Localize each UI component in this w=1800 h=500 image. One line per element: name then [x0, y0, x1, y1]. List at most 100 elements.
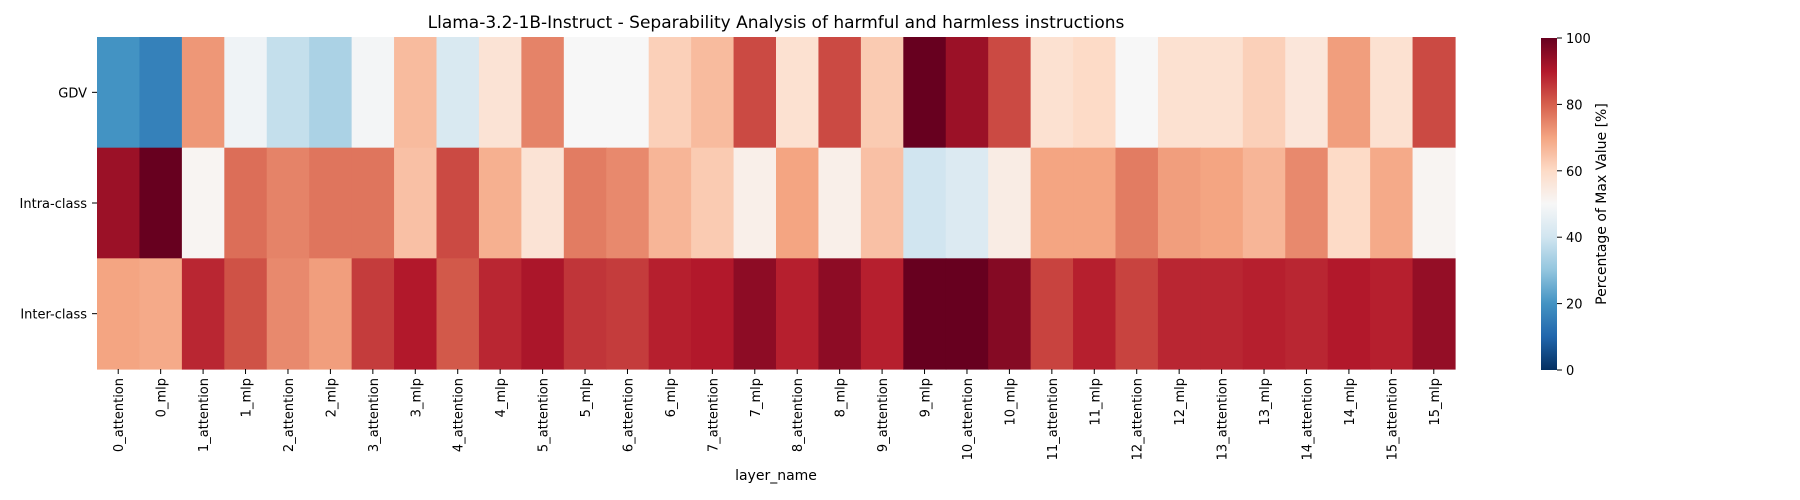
column-label: 13_attention	[1216, 378, 1231, 460]
heatmap-cell-intra-class-8-attention	[776, 147, 820, 259]
heatmap-cell-gdv-1-attention	[181, 37, 225, 149]
heatmap-cell-inter-class-10-attention	[945, 258, 989, 370]
column-label: 15_mlp	[1428, 378, 1443, 426]
column-label: 9_attention	[876, 378, 891, 452]
heatmap-cell-gdv-4-attention	[436, 37, 480, 149]
heatmap-cell-inter-class-12-mlp	[1157, 258, 1201, 370]
column-label: 4_attention	[452, 378, 467, 452]
heatmap-cell-intra-class-5-mlp	[563, 147, 607, 259]
column-label: 0_mlp	[155, 378, 170, 417]
column-label: 9_mlp	[919, 378, 934, 417]
column-label: 11_attention	[1046, 378, 1061, 460]
heatmap-cell-gdv-4-mlp	[478, 37, 522, 149]
heatmap-cell-gdv-2-attention	[266, 37, 310, 149]
heatmap-cell-inter-class-8-mlp	[818, 258, 862, 370]
heatmap-cell-inter-class-9-attention	[860, 258, 904, 370]
colorbar-tick-label: 100	[1566, 32, 1591, 47]
heatmap-cell-inter-class-13-mlp	[1242, 258, 1286, 370]
column-label: 1_attention	[197, 378, 212, 452]
column-label: 0_attention	[112, 378, 127, 452]
heatmap-cell-intra-class-5-attention	[521, 147, 565, 259]
colorbar-ticks: 0 20 40 60 80 100	[1557, 32, 1591, 379]
heatmap-cell-inter-class-4-mlp	[478, 258, 522, 370]
heatmap-cell-intra-class-7-mlp	[733, 147, 777, 259]
heatmap-cell-gdv-12-mlp	[1157, 37, 1201, 149]
row-tick-labels: GDV Intra-class Inter-class	[20, 86, 97, 323]
heatmap-cells	[97, 37, 1456, 370]
column-label: 12_mlp	[1173, 378, 1188, 426]
heatmap-cell-intra-class-15-attention	[1370, 147, 1414, 259]
heatmap-cell-inter-class-0-mlp	[139, 258, 183, 370]
heatmap-cell-inter-class-2-attention	[266, 258, 310, 370]
heatmap-cell-intra-class-7-attention	[691, 147, 735, 259]
column-label: 6_attention	[621, 378, 636, 452]
chart-title: Llama-3.2-1B-Instruct - Separability Ana…	[428, 13, 1125, 33]
heatmap-cell-gdv-3-attention	[351, 37, 395, 149]
heatmap-cell-inter-class-4-attention	[436, 258, 480, 370]
heatmap-cell-intra-class-14-attention	[1285, 147, 1329, 259]
heatmap-cell-intra-class-12-mlp	[1157, 147, 1201, 259]
heatmap-cell-gdv-8-mlp	[818, 37, 862, 149]
row-label: GDV	[58, 86, 87, 101]
heatmap-cell-intra-class-14-mlp	[1327, 147, 1371, 259]
heatmap-cell-intra-class-0-attention	[97, 147, 141, 259]
column-label: 14_mlp	[1343, 378, 1358, 426]
heatmap-cell-intra-class-13-mlp	[1242, 147, 1286, 259]
heatmap-cell-intra-class-11-attention	[1030, 147, 1074, 259]
heatmap-cell-inter-class-7-mlp	[733, 258, 777, 370]
heatmap-cell-gdv-1-mlp	[224, 37, 268, 149]
heatmap-cell-gdv-15-mlp	[1412, 37, 1456, 149]
heatmap-cell-inter-class-9-mlp	[903, 258, 947, 370]
heatmap-cell-inter-class-14-mlp	[1327, 258, 1371, 370]
heatmap-cell-intra-class-8-mlp	[818, 147, 862, 259]
column-label: 14_attention	[1300, 378, 1315, 460]
heatmap-cell-intra-class-1-mlp	[224, 147, 268, 259]
column-label: 10_mlp	[1003, 378, 1018, 426]
heatmap-cell-intra-class-4-attention	[436, 147, 480, 259]
heatmap-cell-gdv-7-mlp	[733, 37, 777, 149]
colorbar-tick-label: 20	[1566, 298, 1583, 313]
heatmap-cell-gdv-14-attention	[1285, 37, 1329, 149]
heatmap-cell-gdv-10-attention	[945, 37, 989, 149]
heatmap-cell-inter-class-11-attention	[1030, 258, 1074, 370]
heatmap-cell-gdv-9-mlp	[903, 37, 947, 149]
heatmap-cell-intra-class-2-attention	[266, 147, 310, 259]
column-label: 3_mlp	[409, 378, 424, 417]
column-label: 13_mlp	[1258, 378, 1273, 426]
column-label: 5_attention	[537, 378, 552, 452]
column-label: 2_mlp	[324, 378, 339, 417]
column-label: 11_mlp	[1088, 378, 1103, 426]
heatmap-cell-intra-class-11-mlp	[1073, 147, 1117, 259]
heatmap-cell-gdv-5-attention	[521, 37, 565, 149]
heatmap-cell-gdv-2-mlp	[309, 37, 353, 149]
colorbar-tick-label: 80	[1566, 98, 1583, 113]
heatmap-cell-intra-class-15-mlp	[1412, 147, 1456, 259]
heatmap-cell-inter-class-3-attention	[351, 258, 395, 370]
column-label: 4_mlp	[494, 378, 509, 417]
heatmap-cell-inter-class-13-attention	[1200, 258, 1244, 370]
heatmap-cell-gdv-14-mlp	[1327, 37, 1371, 149]
column-label: 3_attention	[367, 378, 382, 452]
heatmap-cell-inter-class-5-mlp	[563, 258, 607, 370]
heatmap-cell-gdv-0-mlp	[139, 37, 183, 149]
heatmap-cell-gdv-0-attention	[97, 37, 141, 149]
heatmap-cell-gdv-7-attention	[691, 37, 735, 149]
heatmap-cell-intra-class-10-attention	[945, 147, 989, 259]
heatmap-cell-inter-class-6-attention	[606, 258, 650, 370]
column-label: 8_mlp	[834, 378, 849, 417]
heatmap-cell-gdv-13-mlp	[1242, 37, 1286, 149]
row-label: Inter-class	[20, 308, 87, 323]
heatmap-cell-gdv-3-mlp	[394, 37, 438, 149]
heatmap-cell-intra-class-9-attention	[860, 147, 904, 259]
heatmap-cell-gdv-9-attention	[860, 37, 904, 149]
column-label: 5_mlp	[579, 378, 594, 417]
colorbar-label: Percentage of Max Value [%]	[1594, 103, 1610, 305]
heatmap-cell-inter-class-5-attention	[521, 258, 565, 370]
heatmap-cell-inter-class-8-attention	[776, 258, 820, 370]
column-label: 8_attention	[791, 378, 806, 452]
heatmap-cell-intra-class-3-attention	[351, 147, 395, 259]
heatmap-cell-inter-class-14-attention	[1285, 258, 1329, 370]
column-label: 15_attention	[1385, 378, 1400, 460]
colorbar-tick-label: 0	[1566, 364, 1574, 379]
